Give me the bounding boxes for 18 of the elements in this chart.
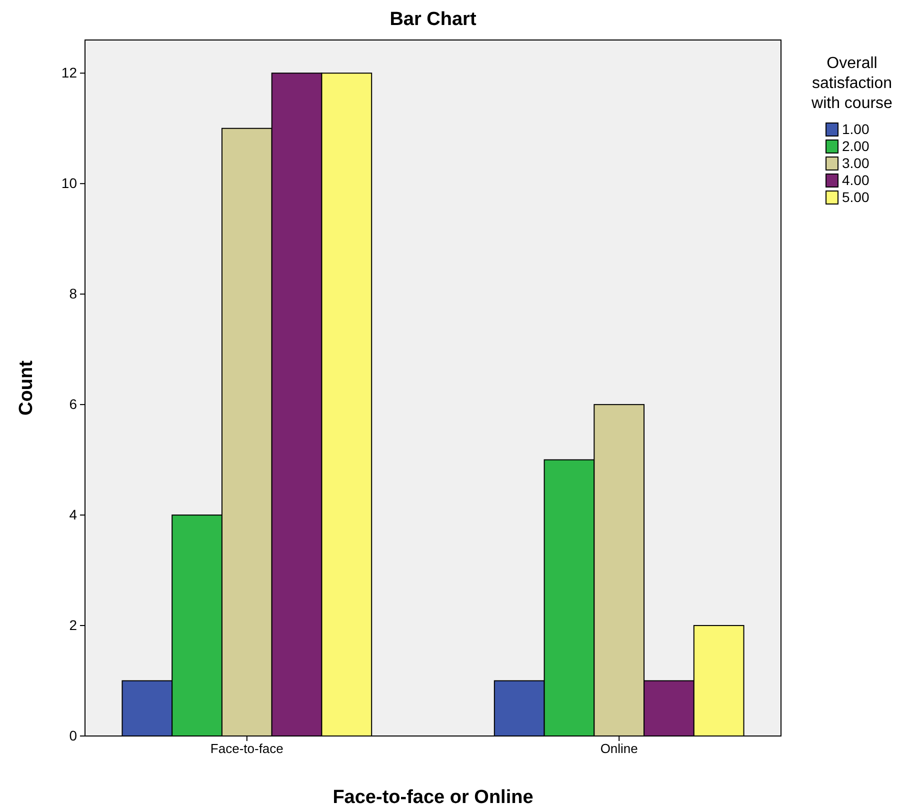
chart-title: Bar Chart — [390, 9, 477, 30]
legend-label: 5.00 — [842, 189, 870, 205]
legend-label: 4.00 — [842, 172, 870, 188]
x-tick-label: Face-to-face — [210, 741, 284, 756]
x-tick-label: Online — [600, 741, 638, 756]
y-tick-label: 12 — [61, 64, 78, 81]
y-tick-label: 10 — [61, 175, 78, 192]
legend-title: Overall satisfaction with course — [810, 55, 893, 112]
y-axis-title: Count — [16, 360, 37, 416]
y-tick-label: 4 — [69, 506, 78, 523]
x-axis-title: Face-to-face or Online — [332, 787, 534, 808]
y-tick-label: 0 — [69, 727, 78, 744]
y-tick-label: 2 — [69, 617, 78, 634]
y-tick-label: 6 — [69, 396, 78, 412]
legend-label: 1.00 — [842, 121, 870, 137]
legend-label: 3.00 — [842, 155, 870, 171]
y-tick-label: 8 — [69, 286, 78, 302]
legend-label: 2.00 — [842, 138, 870, 154]
